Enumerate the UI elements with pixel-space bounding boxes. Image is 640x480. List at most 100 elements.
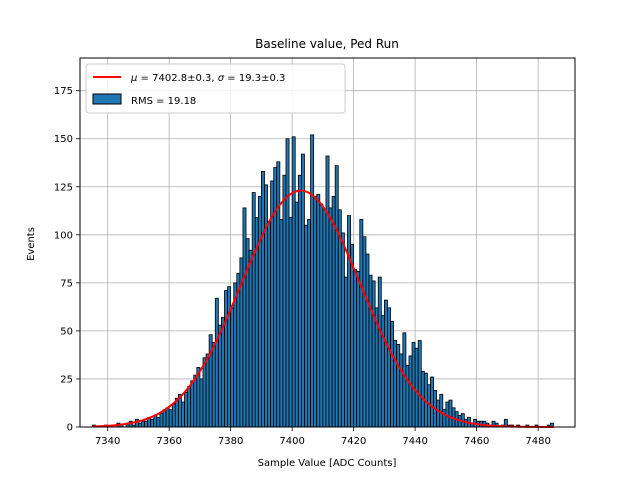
histogram-bar	[236, 272, 241, 428]
histogram-bar	[377, 276, 382, 428]
histogram-bar	[202, 357, 207, 428]
histogram-bar	[181, 401, 185, 428]
histogram-bar	[273, 167, 278, 428]
legend-histogram-swatch	[92, 93, 122, 105]
histogram-bar	[300, 153, 305, 428]
histogram-bar	[325, 155, 330, 428]
x-tick-label: 7440	[402, 436, 427, 447]
legend-fit-label: μ = 7402.8±0.3, σ = 19.3±0.3	[130, 73, 285, 84]
histogram-bar	[362, 236, 367, 428]
histogram-bar	[165, 407, 170, 428]
x-tick-label: 7400	[279, 436, 304, 447]
histogram-bar	[285, 138, 290, 428]
histogram-bar	[316, 194, 321, 428]
histogram-bar	[396, 343, 401, 428]
histogram-bar	[393, 340, 398, 428]
y-tick-label: 150	[54, 134, 73, 145]
histogram-bar	[150, 418, 155, 428]
histogram-bar	[417, 340, 422, 428]
x-tick-label: 7360	[156, 436, 181, 447]
histogram-bar	[251, 192, 256, 428]
histogram-bar	[313, 195, 318, 428]
histogram-bar	[350, 244, 355, 428]
histogram-bars	[91, 134, 554, 428]
histogram-bar	[448, 399, 453, 428]
y-tick-label: 125	[54, 182, 73, 193]
histogram-bar	[134, 418, 139, 428]
histogram-bar	[307, 219, 311, 428]
histogram-bar	[411, 342, 416, 428]
histogram-bar	[365, 253, 370, 428]
histogram-bar	[230, 307, 235, 428]
histogram-bar	[217, 324, 222, 428]
histogram-bar	[156, 416, 161, 428]
histogram-bar	[199, 378, 204, 428]
y-tick-label: 75	[60, 278, 73, 289]
histogram-bar	[390, 320, 395, 428]
histogram-bar	[442, 409, 447, 428]
histogram-bar	[436, 399, 441, 428]
y-tick-label: 175	[54, 86, 73, 97]
legend-histogram-label: RMS = 19.18	[131, 96, 196, 107]
x-tick-label: 7380	[218, 436, 243, 447]
histogram-bar	[141, 420, 145, 428]
histogram-bar	[334, 165, 339, 428]
histogram-bar	[430, 376, 434, 428]
histogram-bar	[387, 307, 391, 428]
histogram-bar	[242, 207, 247, 428]
chart-title: Baseline value, Ped Run	[255, 37, 399, 51]
legend-box	[85, 63, 346, 114]
histogram-bar	[371, 280, 376, 428]
x-tick-label: 7460	[464, 436, 489, 447]
histogram-bar	[356, 270, 361, 428]
histogram-bar	[187, 386, 192, 428]
histogram-bar	[414, 347, 419, 428]
histogram-bar	[291, 136, 296, 428]
x-tick-label: 7420	[341, 436, 366, 447]
histogram-bar	[257, 195, 262, 428]
histogram-bar	[279, 219, 284, 428]
histogram-bar	[282, 174, 287, 428]
histogram-bar	[233, 282, 238, 428]
gaussian-fit-curve	[92, 189, 554, 428]
histogram-bar	[248, 249, 253, 428]
histogram-bar	[383, 299, 388, 428]
histogram-bar	[260, 170, 265, 428]
histogram-bar	[221, 317, 225, 428]
histogram-bar	[368, 274, 373, 428]
histogram-bar	[193, 374, 198, 428]
y-tick-label: 50	[60, 326, 73, 337]
histogram-bar	[153, 415, 158, 428]
histogram-bar	[310, 134, 315, 428]
histogram-bar	[405, 365, 410, 428]
histogram-bar	[297, 174, 302, 428]
histogram-bar	[211, 342, 216, 428]
histogram-bar	[224, 290, 228, 428]
histogram-bar	[294, 201, 299, 428]
y-axis: 0 25 50 75 100 125 150 175	[54, 86, 80, 434]
histogram-bar	[190, 380, 195, 428]
histogram-bar	[359, 219, 364, 428]
x-tick-label: 7480	[525, 436, 550, 447]
histogram-bar	[328, 207, 333, 428]
histogram-bar	[304, 224, 308, 428]
x-axis: 7340 7360 7380 7400 7420 7440 7460 7480	[95, 427, 551, 447]
legend: μ = 7402.8±0.3, σ = 19.3±0.3 RMS = 19.18	[85, 63, 346, 114]
histogram-bar	[214, 297, 219, 428]
histogram-bar	[168, 409, 173, 428]
histogram-bar	[184, 392, 189, 428]
histogram-bar	[276, 161, 281, 428]
x-axis-title: Sample Value [ADC Counts]	[258, 458, 397, 469]
histogram-bar	[337, 209, 342, 428]
y-tick-label: 25	[60, 374, 73, 385]
y-tick-label: 100	[54, 230, 73, 241]
histogram-bar	[439, 393, 444, 428]
histogram-bar	[205, 353, 210, 428]
histogram-bar	[288, 217, 293, 428]
histogram-bar	[353, 269, 358, 428]
histogram-bar	[347, 215, 351, 428]
histogram-bar	[227, 286, 232, 428]
histogram-bar	[331, 195, 336, 428]
histogram-bar	[399, 353, 404, 428]
histogram-bar	[159, 413, 164, 428]
